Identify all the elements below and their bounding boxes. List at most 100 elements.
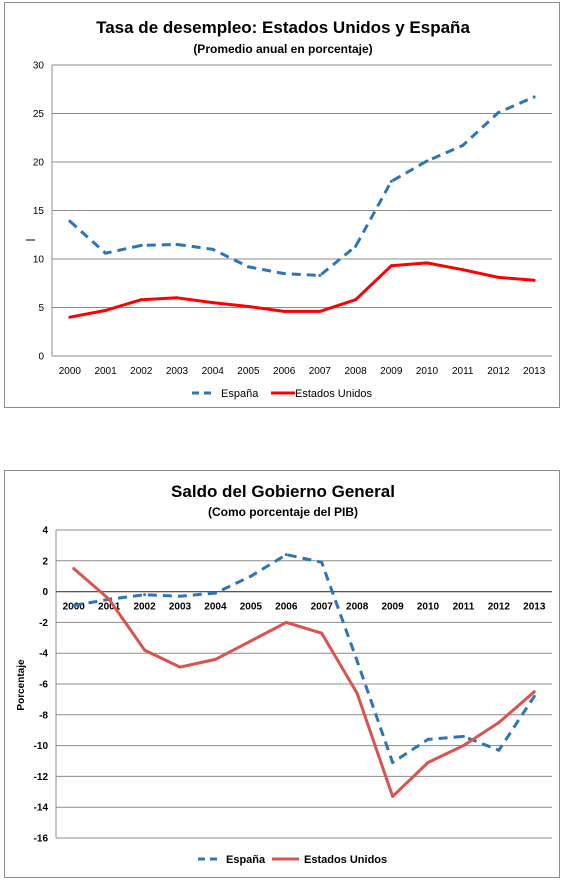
data-point-estados-unidos bbox=[496, 275, 500, 279]
x-tick-label: 2002 bbox=[130, 366, 153, 377]
data-point-estados-unidos bbox=[461, 268, 465, 272]
data-point-espana bbox=[72, 603, 76, 607]
x-tick-label: 2012 bbox=[487, 366, 510, 377]
data-point-estados-unidos bbox=[107, 597, 111, 601]
x-tick-label: 2004 bbox=[202, 366, 225, 377]
y-tick-label: 20 bbox=[33, 158, 45, 169]
chart-title: Saldo del Gobierno General bbox=[171, 482, 395, 501]
series-espana bbox=[72, 553, 536, 765]
data-point-espana bbox=[143, 593, 147, 597]
data-point-estados-unidos bbox=[246, 305, 250, 309]
x-tick-label: 2006 bbox=[275, 602, 298, 613]
data-point-estados-unidos bbox=[175, 296, 179, 300]
government-balance-chart-panel: Saldo del Gobierno General (Como porcent… bbox=[4, 470, 560, 878]
chart-title: Tasa de desempleo: Estados Unidos y Espa… bbox=[96, 18, 470, 37]
series-estados-unidos bbox=[68, 261, 536, 319]
legend-label-estados-unidos: Estados Unidos bbox=[295, 388, 373, 400]
x-tick-label: 2011 bbox=[453, 602, 475, 613]
y-tick-label: 30 bbox=[33, 61, 45, 72]
legend-label-estados-unidos: Estados Unidos bbox=[304, 854, 387, 866]
y-tick-label: 10 bbox=[33, 255, 45, 266]
data-point-espana bbox=[213, 591, 217, 595]
series-line-estados-unidos bbox=[72, 567, 536, 798]
data-point-estados-unidos bbox=[104, 308, 108, 312]
y-tick-label: -2 bbox=[39, 618, 48, 629]
y-tick-label: -4 bbox=[39, 649, 48, 660]
data-point-estados-unidos bbox=[391, 794, 395, 798]
data-point-estados-unidos bbox=[461, 744, 465, 748]
data-point-estados-unidos bbox=[249, 639, 253, 643]
series-line-espana bbox=[68, 95, 535, 277]
x-tick-label: 2007 bbox=[311, 602, 334, 613]
x-tick-label: 2002 bbox=[133, 602, 156, 613]
x-tick-label: 2013 bbox=[523, 366, 546, 377]
x-tick-label: 2010 bbox=[417, 602, 440, 613]
x-tick-label: 2003 bbox=[169, 602, 192, 613]
data-point-espana bbox=[318, 273, 322, 277]
y-tick-label: -8 bbox=[39, 710, 48, 721]
y-tick-label: 0 bbox=[42, 587, 48, 598]
y-tick-label: -16 bbox=[34, 834, 49, 845]
y-tick-label: -12 bbox=[34, 772, 49, 783]
data-point-espana bbox=[461, 734, 465, 738]
data-point-espana bbox=[246, 265, 250, 269]
data-point-espana bbox=[354, 244, 358, 248]
data-point-espana bbox=[497, 748, 501, 752]
data-point-estados-unidos bbox=[178, 665, 182, 669]
x-tick-label: 2008 bbox=[346, 602, 369, 613]
y-tick-label: -14 bbox=[34, 803, 49, 814]
x-tick-label: 2009 bbox=[381, 602, 404, 613]
x-tick-label: 2011 bbox=[452, 366, 474, 377]
data-point-espana bbox=[426, 737, 430, 741]
data-point-espana bbox=[355, 659, 359, 663]
unemployment-chart-panel: Tasa de desempleo: Estados Unidos y Espa… bbox=[4, 2, 560, 408]
data-point-espana bbox=[68, 219, 72, 223]
data-point-estados-unidos bbox=[139, 298, 143, 302]
data-point-estados-unidos bbox=[497, 721, 501, 724]
data-point-estados-unidos bbox=[355, 691, 359, 695]
data-point-espana bbox=[249, 574, 253, 578]
series-estados-unidos bbox=[72, 567, 536, 798]
series-line-estados-unidos bbox=[69, 261, 535, 319]
data-point-espana bbox=[391, 761, 395, 765]
data-point-estados-unidos bbox=[72, 567, 76, 570]
y-tick-label: 15 bbox=[33, 206, 45, 217]
x-tick-label: 2000 bbox=[63, 602, 86, 613]
y-tick-label: 25 bbox=[33, 109, 45, 120]
data-point-estados-unidos bbox=[211, 301, 215, 305]
x-tick-label: 2008 bbox=[344, 366, 367, 377]
data-point-estados-unidos bbox=[389, 264, 393, 268]
data-point-espana bbox=[320, 560, 324, 564]
x-tick-label: 2001 bbox=[98, 602, 121, 613]
x-tick-label: 2006 bbox=[273, 366, 296, 377]
y-tick-label: 2 bbox=[42, 556, 48, 567]
x-tick-label: 2003 bbox=[166, 366, 189, 377]
x-tick-label: 2009 bbox=[380, 366, 403, 377]
data-point-espana bbox=[389, 179, 393, 183]
chart-legend: España Estados Unidos bbox=[198, 854, 387, 866]
data-point-espana bbox=[104, 251, 108, 255]
x-tick-label: 2010 bbox=[416, 366, 439, 377]
data-point-estados-unidos bbox=[426, 761, 430, 765]
data-point-espana bbox=[178, 594, 182, 598]
data-point-estados-unidos bbox=[318, 309, 322, 313]
data-point-espana bbox=[284, 553, 288, 557]
data-point-espana bbox=[532, 694, 536, 698]
data-point-espana bbox=[461, 144, 465, 148]
y-tick-label: 5 bbox=[38, 303, 44, 314]
y-tick-label: 4 bbox=[42, 526, 48, 537]
x-tick-label: 2001 bbox=[94, 366, 117, 377]
y-tick-label: -10 bbox=[34, 741, 49, 752]
legend-label-espana: España bbox=[226, 854, 266, 866]
data-point-espana bbox=[425, 159, 429, 163]
x-tick-label: 2005 bbox=[237, 366, 260, 377]
data-point-estados-unidos bbox=[425, 261, 429, 265]
y-tick-label: -6 bbox=[39, 680, 48, 691]
data-point-estados-unidos bbox=[68, 315, 72, 319]
y-tick-label: 0 bbox=[38, 352, 44, 363]
x-tick-label: 2007 bbox=[309, 366, 332, 377]
x-tick-label: 2012 bbox=[488, 602, 511, 613]
data-point-estados-unidos bbox=[284, 620, 288, 624]
legend-label-espana: España bbox=[221, 388, 259, 400]
data-point-estados-unidos bbox=[143, 648, 147, 652]
